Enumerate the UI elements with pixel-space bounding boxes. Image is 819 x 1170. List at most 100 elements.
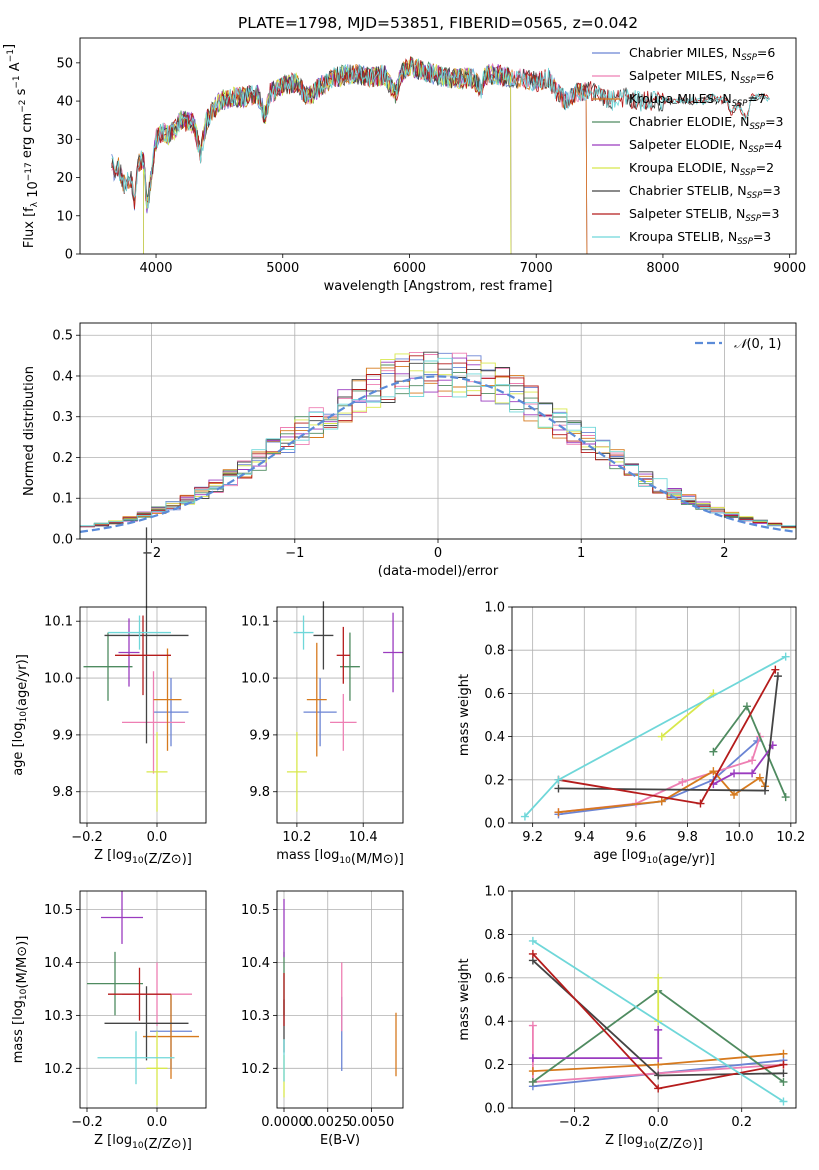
x-tick-label: 9.4 — [574, 830, 595, 845]
weight-marker — [709, 747, 718, 756]
legend-label: Kroupa STELIB, NSSP=3 — [629, 229, 771, 247]
y-tick-label: 0.6 — [484, 971, 505, 986]
axes-frame — [79, 890, 207, 1109]
x-tick-label: −0.2 — [71, 830, 103, 845]
error-bar-point — [115, 615, 171, 696]
weight-marker — [696, 799, 705, 808]
legend: Chabrier MILES, NSSP=6 Salpeter MILES, NS… — [592, 45, 784, 247]
weight-marker — [748, 769, 757, 778]
plot-area — [87, 891, 199, 1106]
error-bar-point — [87, 951, 143, 1016]
x-tick-label: 7000 — [520, 261, 553, 276]
x-axis-label: wavelength [Angstrom, rest frame] — [324, 279, 553, 294]
error-bar-point — [336, 626, 350, 684]
y-axis-label: mass [log10(M/M⊙)] — [11, 936, 30, 1064]
x-tick-label: 10.0 — [725, 830, 754, 845]
y-tick-label: 0.0 — [484, 817, 505, 832]
legend-label: Salpeter MILES, NSSP=6 — [629, 68, 774, 86]
error-bar-point — [153, 648, 182, 751]
x-tick-label: 10.4 — [349, 830, 378, 845]
plot-area — [528, 936, 788, 1106]
error-bar-point — [330, 693, 357, 751]
weight-marker — [654, 1071, 663, 1080]
x-tick-label: 9.8 — [677, 830, 698, 845]
y-axis-label: Normed distribution — [22, 366, 37, 496]
y-tick-label: 10.4 — [44, 956, 73, 971]
y-tick-label: 0.4 — [52, 369, 73, 384]
legend-label: Salpeter STELIB, NSSP=3 — [629, 206, 779, 224]
y-tick-label: 9.8 — [249, 785, 270, 800]
error-bar-point — [108, 967, 171, 1021]
y-axis-label: age [log10(age/yr)] — [11, 654, 30, 776]
weight-marker — [528, 1021, 537, 1030]
y-tick-label: 0.8 — [484, 644, 505, 659]
x-tick-label: 0 — [434, 546, 442, 561]
x-tick-label: −0.2 — [71, 1115, 103, 1130]
y-tick-label: 10.5 — [44, 903, 73, 918]
y-tick-label: 10.4 — [241, 956, 270, 971]
weight-marker — [730, 790, 739, 799]
x-tick-label: 6000 — [393, 261, 426, 276]
y-tick-label: 0.3 — [52, 410, 73, 425]
weight-marker — [654, 1084, 663, 1093]
error-bar-point — [108, 615, 171, 650]
y-tick-label: 0 — [65, 248, 73, 263]
error-bar-point — [97, 1031, 175, 1085]
y-tick-label: 10.5 — [241, 903, 270, 918]
error-bar-point — [146, 1031, 168, 1106]
age-vs-mass-panel: 10.2 10.4 9.8 9.9 10.0 10.1 mass [log10(M/M⊙)] — [241, 601, 404, 867]
weight-marker — [554, 775, 563, 784]
weight-line — [712, 744, 774, 785]
x-axis-label: age [log10(age/yr)] — [593, 848, 715, 867]
massweight-vs-metallicity-panel: −0.2 0.0 0.2 0.0 0.2 0.4 0.6 0.8 1.0 Z [log10(Z/Z… — [457, 885, 797, 1152]
axes-frame — [276, 606, 404, 824]
axes-frame — [79, 606, 207, 824]
x-tick-label: 0.0000 — [261, 1115, 307, 1130]
x-tick-label: −2 — [142, 546, 161, 561]
weight-marker — [730, 769, 739, 778]
weight-marker — [709, 767, 718, 776]
error-bar-point — [313, 601, 334, 670]
weight-marker — [528, 1067, 537, 1076]
x-tick-label: 0.0 — [147, 1115, 168, 1130]
x-tick-label: −0.2 — [559, 1115, 591, 1130]
spectrum-line — [111, 56, 588, 255]
error-bar-point — [83, 632, 133, 701]
weight-marker — [528, 1077, 537, 1086]
x-axis-label: E(B-V) — [320, 1133, 360, 1148]
weight-marker — [528, 936, 537, 945]
legend-label: Chabrier MILES, NSSP=6 — [629, 45, 775, 63]
weight-marker — [781, 793, 790, 802]
error-bar-point — [104, 527, 189, 744]
y-tick-label: 9.8 — [52, 785, 73, 800]
weight-line — [532, 1029, 660, 1059]
y-axis-label: mass weight — [457, 674, 472, 756]
y-tick-label: 0.0 — [52, 533, 73, 548]
plot-area — [83, 527, 189, 812]
error-bar-point — [122, 671, 185, 774]
chart-title: PLATE=1798, MJD=53851, FIBERID=0565, z=0… — [238, 14, 638, 32]
age-vs-metallicity-panel: −0.2 0.0 9.8 9.9 10.0 10.1 Z [log10(Z/Z⊙)] age … — [11, 527, 207, 867]
y-tick-label: 0.2 — [484, 1058, 505, 1073]
y-tick-label: 50 — [56, 56, 73, 71]
x-axis-label: Z [log10(Z/Z⊙)] — [605, 1133, 703, 1152]
plot-area — [79, 351, 797, 539]
axes-frame — [79, 37, 797, 255]
y-axis-label: mass weight — [457, 958, 472, 1040]
x-tick-label: 1 — [577, 546, 585, 561]
weight-marker — [554, 808, 563, 817]
y-tick-label: 0.4 — [484, 730, 505, 745]
x-axis-label: mass [log10(M/M⊙)] — [276, 848, 404, 867]
error-bar-point — [104, 986, 189, 1061]
legend-label: Chabrier ELODIE, NSSP=3 — [629, 114, 784, 132]
residuals-panel: −2 −1 0 1 2 0.0 0.1 0.2 0.3 0.4 0.5 (data-model)/er… — [22, 322, 797, 579]
legend-label: 𝒩(0, 1) — [734, 337, 781, 352]
y-tick-label: 0.1 — [52, 492, 73, 507]
weight-series — [654, 973, 663, 1026]
y-tick-label: 10.3 — [241, 1009, 270, 1024]
x-tick-label: 9.2 — [522, 830, 543, 845]
y-tick-label: 1.0 — [484, 885, 505, 900]
spectrum-panel: 4000 5000 6000 7000 8000 9000 0 10 20 30 40 50 wavel… — [2, 14, 806, 294]
